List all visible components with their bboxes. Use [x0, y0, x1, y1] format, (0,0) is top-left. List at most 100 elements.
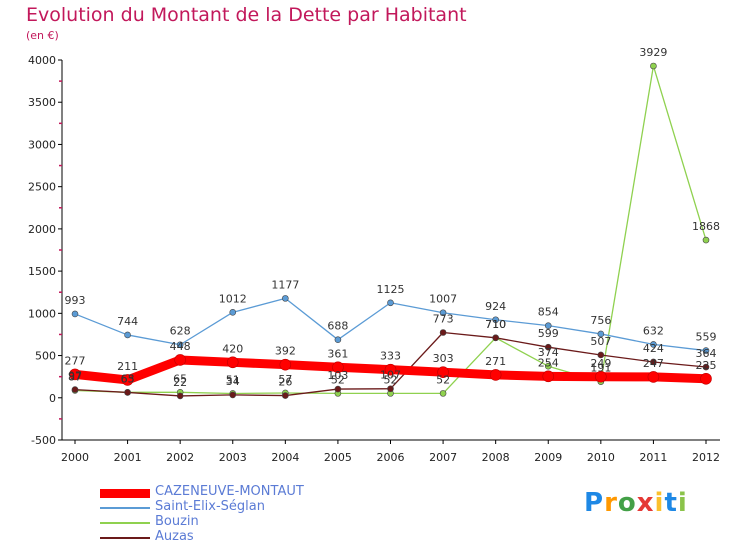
chart-subtitle: (en €) — [26, 29, 59, 42]
logo-letter: t — [664, 488, 678, 518]
data-point — [597, 351, 605, 359]
data-point — [176, 341, 184, 349]
data-label: 271 — [485, 355, 506, 368]
x-tick-label: 2012 — [692, 451, 720, 464]
data-label: 87 — [68, 370, 82, 383]
y-tick-label: 500 — [35, 350, 56, 363]
legend-swatch — [100, 507, 150, 509]
data-label: 710 — [485, 318, 506, 331]
x-tick-label: 2005 — [324, 451, 352, 464]
data-label: 107 — [380, 369, 401, 382]
data-label: 277 — [65, 354, 86, 367]
data-point — [544, 362, 552, 370]
data-point — [439, 309, 447, 317]
logo-letter: o — [617, 488, 637, 518]
data-point — [492, 334, 499, 342]
data-point — [229, 309, 237, 316]
data-label: 303 — [433, 352, 454, 365]
line-chart: -500 0 500 1000 1500 2000 2500 3000 3500 4000 2000… — [28, 46, 721, 464]
data-label: 65 — [173, 372, 187, 385]
data-label: 211 — [117, 360, 138, 373]
axes: -500 0 500 1000 1500 2000 2500 3000 3500 4000 2000… — [28, 54, 720, 464]
data-label: 249 — [590, 357, 611, 370]
data-point — [332, 361, 344, 374]
data-point — [69, 368, 81, 381]
data-label: 26 — [278, 376, 292, 389]
legend-label: Saint-Elix-Séglan — [155, 499, 265, 514]
data-label: 57 — [278, 373, 292, 386]
data-label: 1125 — [377, 283, 405, 296]
data-label: 52 — [436, 373, 450, 386]
y-tick-label: -500 — [31, 434, 56, 447]
x-tick-label: 2003 — [219, 451, 247, 464]
logo-letter: P — [584, 488, 605, 518]
logo-letter: i — [677, 488, 688, 518]
data-point — [650, 341, 657, 348]
data-point — [174, 354, 186, 366]
data-point — [595, 370, 607, 383]
data-point — [384, 363, 397, 376]
data-labels-layer: 87 65 65 51 57 52 52 52 710 374 191 3929 1868 97 63 22 3… — [65, 46, 721, 389]
data-point — [387, 385, 394, 393]
data-label: 34 — [226, 375, 240, 388]
logo-letter: i — [654, 488, 665, 518]
data-point — [544, 322, 552, 329]
data-point — [544, 343, 552, 351]
data-point — [437, 366, 449, 378]
legend-swatch — [100, 537, 150, 539]
data-point — [650, 358, 657, 366]
data-label: 374 — [538, 346, 559, 359]
data-label: 191 — [590, 362, 611, 375]
data-label: 559 — [696, 331, 717, 344]
data-point — [334, 385, 342, 393]
data-label: 22 — [173, 376, 187, 389]
data-label: 52 — [384, 373, 398, 386]
data-point — [439, 390, 447, 397]
legend-swatch — [100, 522, 150, 524]
data-label: 924 — [485, 300, 506, 313]
data-label: 688 — [327, 320, 348, 333]
proxiti-logo: Proxiti — [584, 488, 688, 518]
data-point — [647, 371, 660, 383]
x-tick-label: 2001 — [114, 451, 142, 464]
data-label: 1012 — [219, 292, 247, 305]
data-point — [226, 356, 239, 369]
x-tick-label: 2000 — [61, 451, 89, 464]
y-tick-label: 3500 — [28, 96, 56, 109]
data-point — [650, 62, 657, 70]
y-tick-label: 2000 — [28, 223, 56, 236]
data-point — [282, 295, 289, 302]
data-label: 97 — [68, 370, 82, 383]
data-point — [597, 330, 605, 338]
data-point — [439, 329, 447, 336]
x-tick-label: 2004 — [271, 451, 299, 464]
data-label: 628 — [170, 325, 191, 338]
x-tick-label: 2008 — [482, 451, 510, 464]
data-label: 225 — [696, 359, 717, 372]
legend-label: CAZENEUVE-MONTAUT — [155, 484, 304, 499]
data-point — [702, 363, 710, 371]
data-label: 1007 — [429, 293, 457, 306]
data-label: 103 — [327, 369, 348, 382]
data-point — [542, 370, 555, 383]
data-label: 854 — [538, 306, 559, 319]
data-label: 63 — [121, 372, 135, 385]
data-label: 1177 — [271, 278, 299, 291]
data-label: 1868 — [692, 220, 720, 233]
x-tick-label: 2011 — [639, 451, 667, 464]
data-label: 632 — [643, 324, 664, 337]
legend-label: Auzas — [155, 529, 194, 544]
data-label: 993 — [65, 294, 86, 307]
y-tick-label: 3000 — [28, 138, 56, 151]
data-label: 392 — [275, 345, 296, 358]
data-point — [279, 358, 292, 371]
data-label: 254 — [538, 356, 559, 369]
data-point — [702, 347, 710, 354]
chart-title: Evolution du Montant de la Dette par Hab… — [26, 4, 467, 26]
data-point — [71, 310, 79, 318]
x-tick-label: 2002 — [166, 451, 194, 464]
x-tick-label: 2010 — [587, 451, 615, 464]
data-label: 51 — [226, 373, 240, 386]
x-tick-label: 2006 — [377, 451, 405, 464]
data-label: 710 — [485, 318, 506, 331]
